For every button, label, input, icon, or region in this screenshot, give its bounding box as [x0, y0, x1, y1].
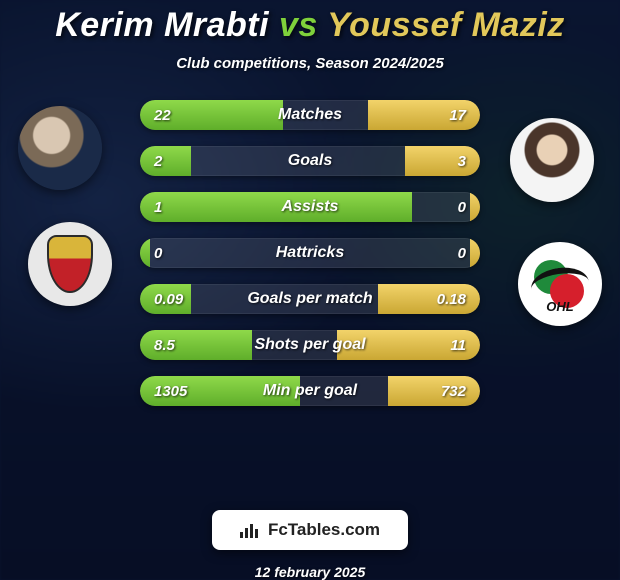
stat-bar-left: [140, 330, 252, 360]
player2-name: Youssef Maziz: [327, 6, 565, 44]
stat-value-left: 0: [154, 238, 162, 268]
ohl-icon: OHL: [528, 252, 592, 316]
page-title: Kerim Mrabti vs Youssef Maziz: [55, 6, 565, 45]
footer-site-badge: FcTables.com: [212, 510, 408, 550]
stat-bar-left: [140, 192, 412, 222]
stat-label: Hattricks: [140, 238, 480, 268]
stat-bar-right: [470, 192, 480, 222]
shield-icon: [47, 235, 93, 293]
stat-row: 0 0Hattricks: [140, 238, 480, 268]
content-root: Kerim Mrabti vs Youssef Maziz Club compe…: [0, 0, 620, 580]
stat-bar-right: [337, 330, 480, 360]
stat-value-right: 0: [458, 192, 466, 222]
player2-club-logo: OHL: [518, 242, 602, 326]
stat-row: 10Assists: [140, 192, 480, 222]
stat-row: 1305732Min per goal: [140, 376, 480, 406]
player1-avatar: [18, 106, 102, 190]
stat-row: 2217Matches: [140, 100, 480, 130]
stat-value-right: 0: [458, 238, 466, 268]
player1-club-logo: [28, 222, 112, 306]
stat-row: 8.511Shots per goal: [140, 330, 480, 360]
stat-bar-left: [140, 146, 191, 176]
stat-bar-right: [368, 100, 480, 130]
player2-avatar: [510, 118, 594, 202]
stats-area: OHL 2217Matches23Goals10Assists00Hattric…: [0, 100, 620, 504]
stat-bar-left: [140, 238, 150, 268]
stat-bar-left: [140, 376, 300, 406]
chart-icon: [240, 522, 260, 538]
stat-bar-right: [470, 238, 480, 268]
player1-name: Kerim Mrabti: [55, 6, 269, 44]
vs-label: vs: [279, 6, 318, 44]
footer-date: 12 february 2025: [255, 564, 366, 580]
comparison-bars: 2217Matches23Goals10Assists00Hattricks0.…: [140, 100, 480, 422]
stat-bar-right: [388, 376, 480, 406]
stat-row: 23Goals: [140, 146, 480, 176]
footer-site-text: FcTables.com: [268, 520, 380, 540]
stat-bar-right: [378, 284, 480, 314]
stat-bar-right: [405, 146, 480, 176]
stat-bar-left: [140, 284, 191, 314]
subtitle: Club competitions, Season 2024/2025: [176, 55, 444, 72]
stat-row: 0.090.18Goals per match: [140, 284, 480, 314]
club-right-label: OHL: [528, 299, 592, 314]
stat-bar-left: [140, 100, 283, 130]
